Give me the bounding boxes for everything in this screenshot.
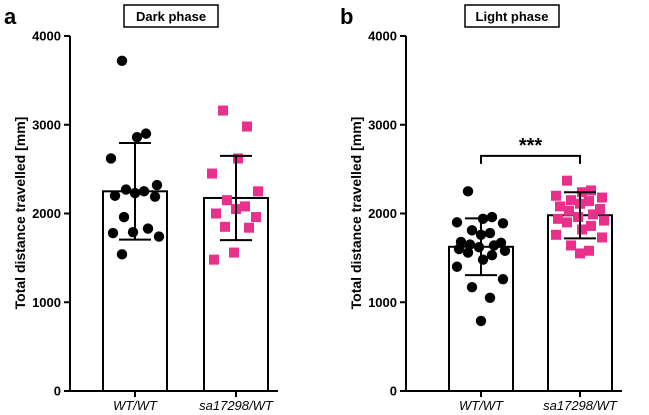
data-point — [240, 201, 250, 212]
data-point — [140, 128, 152, 139]
data-point — [222, 195, 232, 206]
panel-letter-b: b — [340, 4, 353, 29]
data-point — [107, 227, 119, 239]
data-point — [451, 217, 463, 228]
data-point — [105, 153, 117, 164]
data-point — [253, 186, 263, 197]
data-point — [116, 55, 128, 67]
data-point — [599, 215, 609, 226]
panel-letter-a: a — [4, 4, 17, 29]
data-point — [564, 205, 574, 216]
panel-light-phase: b Light phase Total distance travelled [… — [340, 4, 622, 413]
y-tick-label: 3000 — [368, 117, 397, 132]
data-point — [588, 209, 598, 220]
data-point — [562, 175, 572, 186]
data-point — [562, 217, 572, 228]
x-tick-label: WT/WT — [459, 398, 504, 413]
data-point — [453, 243, 465, 255]
data-point — [244, 222, 254, 233]
panel-dark-phase: a Dark phase Total distance travelled [m… — [4, 4, 278, 413]
data-point — [473, 242, 485, 253]
data-point — [127, 226, 139, 238]
plot-area: 0 1000 2000 3000 4000 WT/WT sa17298/WT — [32, 29, 278, 413]
y-tick-label: 2000 — [368, 206, 397, 221]
data-point — [551, 229, 561, 240]
data-point — [484, 227, 496, 239]
data-point — [499, 245, 511, 256]
data-point — [116, 249, 128, 260]
data-point — [462, 186, 474, 197]
data-point — [586, 185, 596, 196]
data-point — [486, 250, 498, 261]
y-tick-label: 0 — [390, 384, 397, 399]
data-point — [211, 208, 221, 219]
data-point — [138, 186, 150, 197]
data-point — [555, 201, 565, 212]
data-point — [220, 221, 230, 232]
data-point — [142, 223, 154, 234]
data-point — [484, 292, 496, 304]
data-point — [464, 239, 476, 250]
plot-area: 0 1000 2000 3000 4000 WT/WT sa17298/WT *** — [368, 29, 622, 413]
y-tick-label: 4000 — [368, 29, 397, 44]
phase-title: Light phase — [476, 9, 549, 24]
data-point — [209, 254, 219, 265]
data-point — [118, 211, 130, 223]
data-point — [486, 211, 498, 223]
data-point — [497, 218, 509, 229]
y-tick-label: 2000 — [32, 206, 61, 221]
data-point — [151, 179, 163, 191]
data-point — [597, 192, 607, 203]
data-point — [575, 248, 585, 259]
significance-label: *** — [519, 135, 543, 157]
x-tick-label: sa17298/WT — [199, 398, 274, 413]
significance-bracket — [480, 154, 581, 164]
data-point — [451, 261, 463, 272]
data-point — [466, 281, 478, 293]
phase-title-box — [464, 4, 560, 28]
data-point — [466, 225, 478, 236]
data-point — [120, 184, 132, 195]
data-point — [597, 232, 607, 243]
y-axis-label: Total distance travelled [mm] — [12, 117, 28, 310]
data-point — [584, 245, 594, 256]
data-point — [595, 204, 605, 215]
phase-title-box — [123, 4, 219, 28]
y-tick-label: 1000 — [32, 295, 61, 310]
bar — [547, 214, 613, 392]
data-point — [218, 105, 228, 116]
data-point — [233, 153, 243, 164]
y-tick-label: 4000 — [32, 29, 61, 44]
data-point — [475, 315, 487, 327]
data-point — [109, 190, 121, 201]
data-point — [149, 191, 161, 202]
x-tick-label: WT/WT — [113, 398, 158, 413]
data-point — [566, 240, 576, 251]
data-point — [229, 247, 239, 258]
data-point — [207, 168, 217, 179]
data-point — [586, 220, 596, 231]
phase-title: Dark phase — [136, 9, 206, 24]
y-tick-label: 0 — [54, 384, 61, 399]
data-point — [551, 190, 561, 201]
y-axis-label: Total distance travelled [mm] — [348, 117, 364, 310]
x-tick-label: sa17298/WT — [543, 398, 618, 413]
data-point — [131, 131, 143, 143]
data-point — [577, 224, 587, 235]
data-point — [497, 273, 509, 285]
data-point — [242, 121, 252, 132]
y-tick-label: 3000 — [32, 117, 61, 132]
data-point — [251, 212, 261, 223]
data-point — [462, 247, 474, 258]
data-point — [153, 231, 165, 242]
data-point — [488, 240, 500, 251]
data-point — [573, 212, 583, 223]
y-tick-label: 1000 — [368, 295, 397, 310]
data-point — [553, 213, 563, 224]
data-point — [566, 195, 576, 206]
data-point — [477, 254, 489, 265]
data-point — [584, 196, 594, 207]
